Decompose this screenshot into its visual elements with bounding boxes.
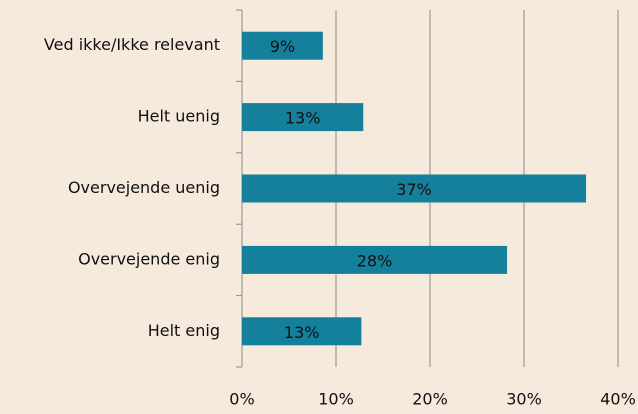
data-label: 13%	[284, 323, 320, 342]
bar	[242, 317, 362, 346]
x-tick-label: 20%	[412, 390, 448, 409]
y-tick-label: Helt enig	[148, 321, 220, 340]
bar	[242, 31, 323, 60]
y-tick-label: Overvejende uenig	[68, 178, 220, 197]
data-label: 9%	[270, 37, 295, 56]
x-tick-label: 0%	[229, 390, 254, 409]
x-tick-label: 10%	[318, 390, 354, 409]
x-tick-label: 30%	[506, 390, 542, 409]
data-label: 37%	[396, 180, 432, 199]
y-tick-label: Helt uenig	[138, 107, 220, 126]
y-tick-label: Overvejende enig	[78, 249, 220, 268]
y-tick-label: Ved ikke/Ikke relevant	[44, 35, 220, 54]
x-tick-label: 40%	[600, 390, 636, 409]
data-label: 13%	[285, 109, 321, 128]
bar	[242, 245, 508, 274]
data-label: 28%	[357, 251, 393, 270]
bar	[242, 174, 587, 203]
bar	[242, 103, 364, 132]
